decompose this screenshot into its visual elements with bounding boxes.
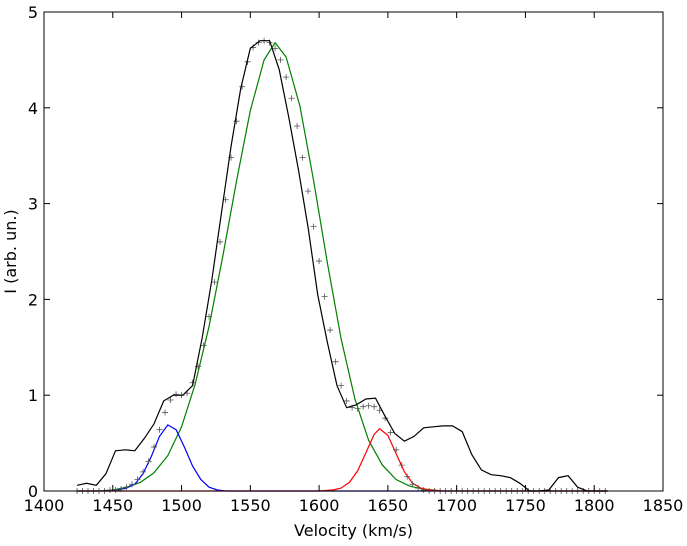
y-tick-label: 1 — [28, 386, 38, 405]
plot-area — [74, 37, 609, 494]
fit-marker — [277, 56, 284, 63]
fit-marker — [134, 476, 141, 483]
fit-marker — [283, 74, 290, 81]
fit-marker — [393, 446, 400, 453]
fit-marker — [305, 188, 312, 195]
x-tick-label: 1750 — [505, 496, 546, 515]
x-tick-label: 1800 — [574, 496, 615, 515]
fit-marker — [409, 481, 416, 488]
fit-marker — [206, 313, 213, 320]
fit-marker — [107, 487, 114, 494]
fit-marker — [145, 458, 152, 465]
x-tick-label: 1700 — [436, 496, 477, 515]
fit-marker — [371, 403, 378, 410]
fit-marker — [129, 481, 136, 488]
x-tick-label: 1850 — [643, 496, 684, 515]
x-tick-label: 1400 — [24, 496, 65, 515]
series-gaussian_1 — [77, 424, 608, 492]
fit-marker — [332, 358, 339, 365]
y-tick-label: 0 — [28, 482, 38, 501]
fit-marker — [233, 118, 240, 125]
fit-marker — [217, 238, 224, 245]
y-axis-label: I (arb. un.) — [1, 209, 20, 293]
fit-marker — [354, 405, 361, 412]
fit-marker — [288, 95, 295, 102]
fit-marker — [310, 223, 317, 230]
fit-marker — [327, 327, 334, 334]
fit-marker — [338, 382, 345, 389]
fit-marker — [387, 429, 394, 436]
series-gaussian_3 — [77, 427, 608, 492]
x-tick-label: 1600 — [299, 496, 340, 515]
series-gaussian_2 — [77, 41, 608, 492]
x-axis-label: Velocity (km/s) — [294, 521, 413, 540]
fit-marker — [123, 484, 130, 491]
gaussian_1-line — [77, 424, 608, 492]
x-tick-label: 1550 — [230, 496, 271, 515]
series-fit_total — [74, 37, 609, 494]
axis-ticks: 1400 1450 1500 1550 1600 1650 1700 1750 1800 1850… — [24, 3, 684, 515]
y-tick-label: 4 — [28, 99, 38, 118]
y-tick-label: 5 — [28, 3, 38, 22]
y-tick-label: 3 — [28, 195, 38, 214]
fit-marker — [200, 342, 207, 349]
fit-marker — [272, 45, 279, 52]
axes-frame — [43, 11, 664, 492]
fit-marker — [112, 487, 119, 494]
fit-marker — [211, 279, 218, 286]
fit-marker — [420, 487, 427, 494]
fit-marker — [162, 409, 169, 416]
x-tick-label: 1500 — [161, 496, 202, 515]
fit-marker — [321, 293, 328, 300]
fit-marker — [415, 485, 422, 492]
fit-marker — [316, 258, 323, 265]
fit-marker — [173, 391, 180, 398]
fit-marker — [398, 462, 405, 469]
gaussian_2-line — [77, 41, 608, 492]
x-tick-label: 1450 — [92, 496, 133, 515]
fit-marker — [140, 468, 147, 475]
fit-marker — [365, 402, 372, 409]
fit-marker — [299, 154, 306, 161]
gaussian_3-line — [77, 427, 608, 492]
x-tick-label: 1650 — [368, 496, 409, 515]
fit-marker — [360, 403, 367, 410]
fit-marker — [156, 426, 163, 433]
fit-marker — [167, 396, 174, 403]
series-observed — [76, 40, 607, 492]
fit-marker — [343, 397, 350, 404]
y-tick-label: 2 — [28, 290, 38, 309]
observed-line — [76, 40, 607, 492]
fit-marker — [151, 443, 158, 450]
fit-marker — [294, 123, 301, 130]
fit-marker — [404, 473, 411, 480]
